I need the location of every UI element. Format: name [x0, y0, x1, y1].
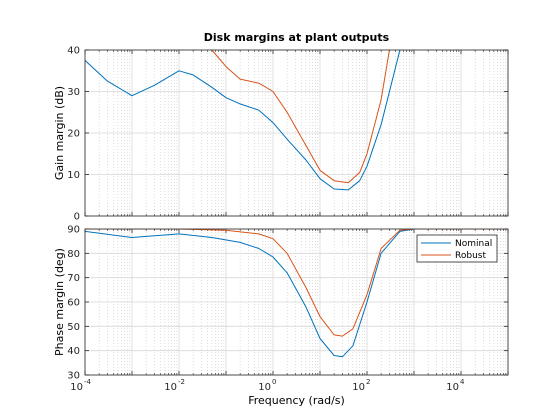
y-tick-label: 40 — [67, 346, 80, 357]
y-axis-label: Phase margin (deg) — [53, 248, 66, 356]
y-tick-label: 30 — [67, 371, 80, 382]
y-tick-label: 90 — [67, 225, 80, 236]
series-line-nominal — [85, 50, 401, 191]
x-axis-label: Frequency (rad/s) — [248, 394, 345, 407]
legend-label-robust: Robust — [455, 251, 486, 261]
x-tick-base: 10 — [70, 382, 83, 393]
panel-phase-margin: 30 40 50 60 70 80 90 Phase margin (deg) Nominal R… — [53, 225, 509, 382]
panel-gain-margin: 0 10 20 30 40 Gain margin (dB) — [53, 46, 509, 223]
x-tick-label: 10 2 — [352, 378, 370, 393]
y-tick-label: 40 — [67, 46, 80, 57]
legend: Nominal Robust — [416, 234, 498, 263]
x-tick-base: 10 — [258, 382, 271, 393]
legend-box — [416, 234, 498, 263]
y-tick-label: 0 — [74, 212, 80, 223]
y-tick-label: 50 — [67, 322, 80, 333]
y-tick-label: 10 — [67, 170, 80, 181]
axes-box — [84, 49, 509, 217]
x-tick-exponent: -2 — [178, 378, 185, 386]
series-line-nominal — [85, 229, 508, 358]
axes-box — [84, 228, 509, 376]
x-tick-label: 10 -4 — [70, 378, 91, 393]
x-tick-base: 10 — [446, 382, 459, 393]
x-tick-exponent: 0 — [272, 378, 276, 386]
x-tick-base: 10 — [164, 382, 177, 393]
x-tick-label: 10 0 — [258, 378, 276, 393]
series-line-robust — [211, 50, 390, 184]
y-tick-label: 20 — [67, 129, 80, 140]
y-tick-label: 80 — [67, 249, 80, 260]
x-tick-label: 10 4 — [446, 378, 465, 393]
chart-title: Disk margins at plant outputs — [204, 31, 390, 44]
y-tick-label: 60 — [67, 298, 80, 309]
y-axis-label: Gain margin (dB) — [53, 86, 66, 180]
x-tick-exponent: 4 — [460, 378, 465, 386]
x-tick-exponent: 2 — [366, 378, 370, 386]
legend-label-nominal: Nominal — [455, 239, 492, 249]
x-tick-label: 10 -2 — [164, 378, 185, 393]
y-tick-label: 30 — [67, 87, 80, 98]
y-tick-label: 70 — [67, 273, 80, 284]
x-tick-exponent: -4 — [84, 378, 92, 386]
series-line-robust — [85, 229, 508, 337]
x-tick-base: 10 — [352, 382, 365, 393]
